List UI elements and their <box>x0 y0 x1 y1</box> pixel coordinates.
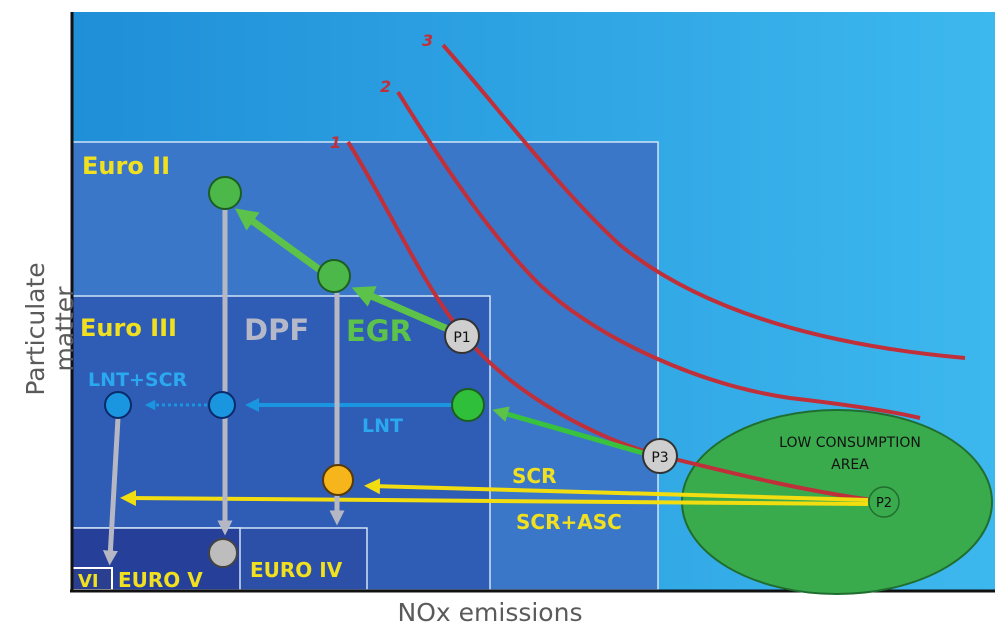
lnt-label: LNT <box>362 415 403 437</box>
scr-asc-arrow <box>120 490 869 507</box>
p3-green-arrow <box>492 406 644 456</box>
euro-vi-label: VI <box>78 571 99 592</box>
egr-green-point <box>317 259 351 293</box>
curve-1-label: 1 <box>330 133 341 152</box>
euro-ii-label: Euro II <box>82 152 170 180</box>
p3-label: P3 <box>651 450 668 466</box>
lnt-green-point <box>451 388 485 422</box>
lnt-scr-label: LNT+SCR <box>88 369 188 391</box>
low-consumption-label-line2: AREA <box>831 457 869 473</box>
scr-label: SCR <box>512 464 556 488</box>
lnt-scr-blue-point <box>104 391 132 419</box>
p3-point <box>642 438 678 474</box>
p2-label: P2 <box>876 496 892 511</box>
curve-2-label: 2 <box>380 77 391 96</box>
euro-v-grey-point <box>208 538 238 568</box>
egr-arrow-upper <box>234 208 323 273</box>
p2-point <box>868 486 900 518</box>
euro-ii-green-point <box>208 176 242 210</box>
curve-2 <box>396 90 921 420</box>
curve-3-label: 3 <box>422 31 433 50</box>
curve-1 <box>346 140 873 502</box>
euro-v-label: EURO V <box>118 568 203 592</box>
curve-3 <box>441 43 966 360</box>
low-consumption-label-line1: LOW CONSUMPTION <box>779 435 921 451</box>
x-axis-label: NOx emissions <box>397 598 583 627</box>
euro-iii-label: Euro III <box>80 314 177 342</box>
scr-asc-label: SCR+ASC <box>516 510 622 534</box>
y-axis-label: Particulate matter <box>21 262 79 396</box>
lnt-scr-down-arrow <box>102 417 121 566</box>
egr-label: EGR <box>346 314 412 348</box>
euro-iv-label: EURO IV <box>250 558 343 582</box>
dpf-label: DPF <box>244 313 309 347</box>
p1-point <box>444 318 480 354</box>
p1-label: P1 <box>453 330 470 346</box>
lnt-blue-point <box>208 391 236 419</box>
egr-arrow-lower <box>351 286 452 334</box>
scr-yellow-point <box>322 464 354 496</box>
scr-arrow <box>364 478 869 502</box>
